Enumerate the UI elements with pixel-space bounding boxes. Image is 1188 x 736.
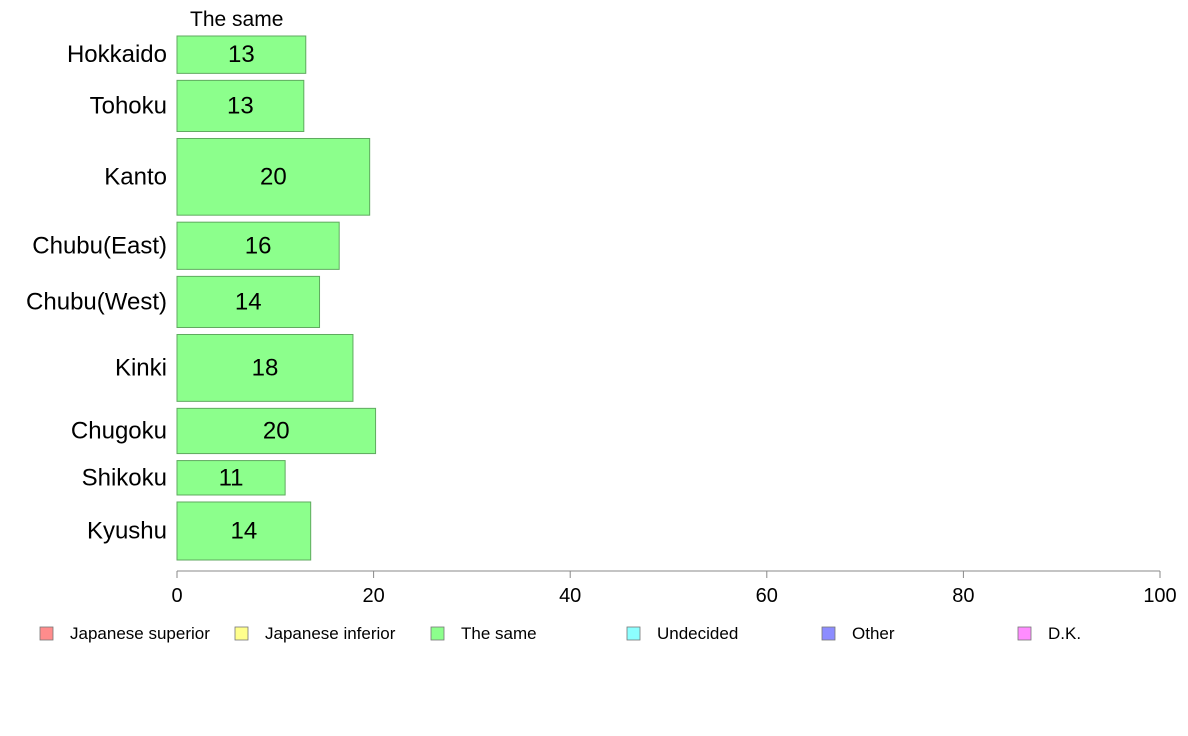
x-tick-label-0: 0 <box>171 585 182 607</box>
legend-label-undecided: Undecided <box>657 624 738 643</box>
value-label-kyushu: 14 <box>230 517 257 544</box>
bar-tohoku <box>176 79 305 132</box>
x-tick-label-20: 20 <box>362 585 384 607</box>
legend-label-the-same: The same <box>461 624 537 643</box>
legend: Japanese superior Japanese inferior The sa… <box>39 624 1081 643</box>
category-label-hokkaido: Hokkaido <box>67 41 167 68</box>
legend-label-japanese-superior: Japanese superior <box>70 624 210 643</box>
value-label-chugoku: 20 <box>263 417 290 444</box>
category-label-chubu-east: Chubu(East) <box>32 232 167 259</box>
value-label-kanto: 20 <box>260 163 287 190</box>
legend-swatch-other <box>821 626 836 641</box>
legend-label-japanese-inferior: Japanese inferior <box>265 624 396 643</box>
x-tick-label-100: 100 <box>1143 585 1176 607</box>
category-label-kyushu: Kyushu <box>87 517 167 544</box>
category-label-tohoku: Tohoku <box>90 92 167 119</box>
value-label-tohoku: 13 <box>227 92 254 119</box>
bar-kinki <box>176 333 354 402</box>
x-tick-label-40: 40 <box>559 585 581 607</box>
series-title: The same <box>190 8 283 31</box>
value-label-shikoku: 11 <box>219 464 244 491</box>
x-tick-label-60: 60 <box>756 585 778 607</box>
category-labels: Hokkaido Tohoku Kanto Chubu(East) Chubu(West… <box>26 41 167 544</box>
legend-swatch-japanese-superior <box>39 626 54 641</box>
category-label-shikoku: Shikoku <box>82 464 167 491</box>
value-label-chubu-east: 16 <box>245 232 272 259</box>
category-label-kanto: Kanto <box>104 163 167 190</box>
value-label-chubu-west: 14 <box>235 288 262 315</box>
x-tick-label-80: 80 <box>952 585 974 607</box>
bar-kanto <box>176 137 371 216</box>
bar-shikoku <box>176 460 286 496</box>
legend-label-other: Other <box>852 624 895 643</box>
bar-chugoku <box>176 407 377 455</box>
bars-group <box>176 35 377 561</box>
legend-swatch-the-same <box>430 626 445 641</box>
legend-swatch-undecided <box>626 626 641 641</box>
value-label-hokkaido: 13 <box>228 41 255 68</box>
x-axis: 0 20 40 60 80 100 <box>171 570 1177 607</box>
category-label-chugoku: Chugoku <box>71 417 167 444</box>
legend-swatch-japanese-inferior <box>234 626 249 641</box>
bar-hokkaido <box>176 35 307 74</box>
legend-label-d-k: D.K. <box>1048 624 1081 643</box>
value-label-kinki: 18 <box>252 354 279 381</box>
legend-swatch-d-k <box>1017 626 1032 641</box>
bar-kyushu <box>176 501 312 561</box>
bar-chubu-west <box>176 275 321 328</box>
category-label-kinki: Kinki <box>115 354 167 381</box>
bar-chubu-east <box>176 221 340 270</box>
value-labels: 13 13 20 16 14 18 20 11 14 <box>219 41 290 544</box>
category-label-chubu-west: Chubu(West) <box>26 288 167 315</box>
